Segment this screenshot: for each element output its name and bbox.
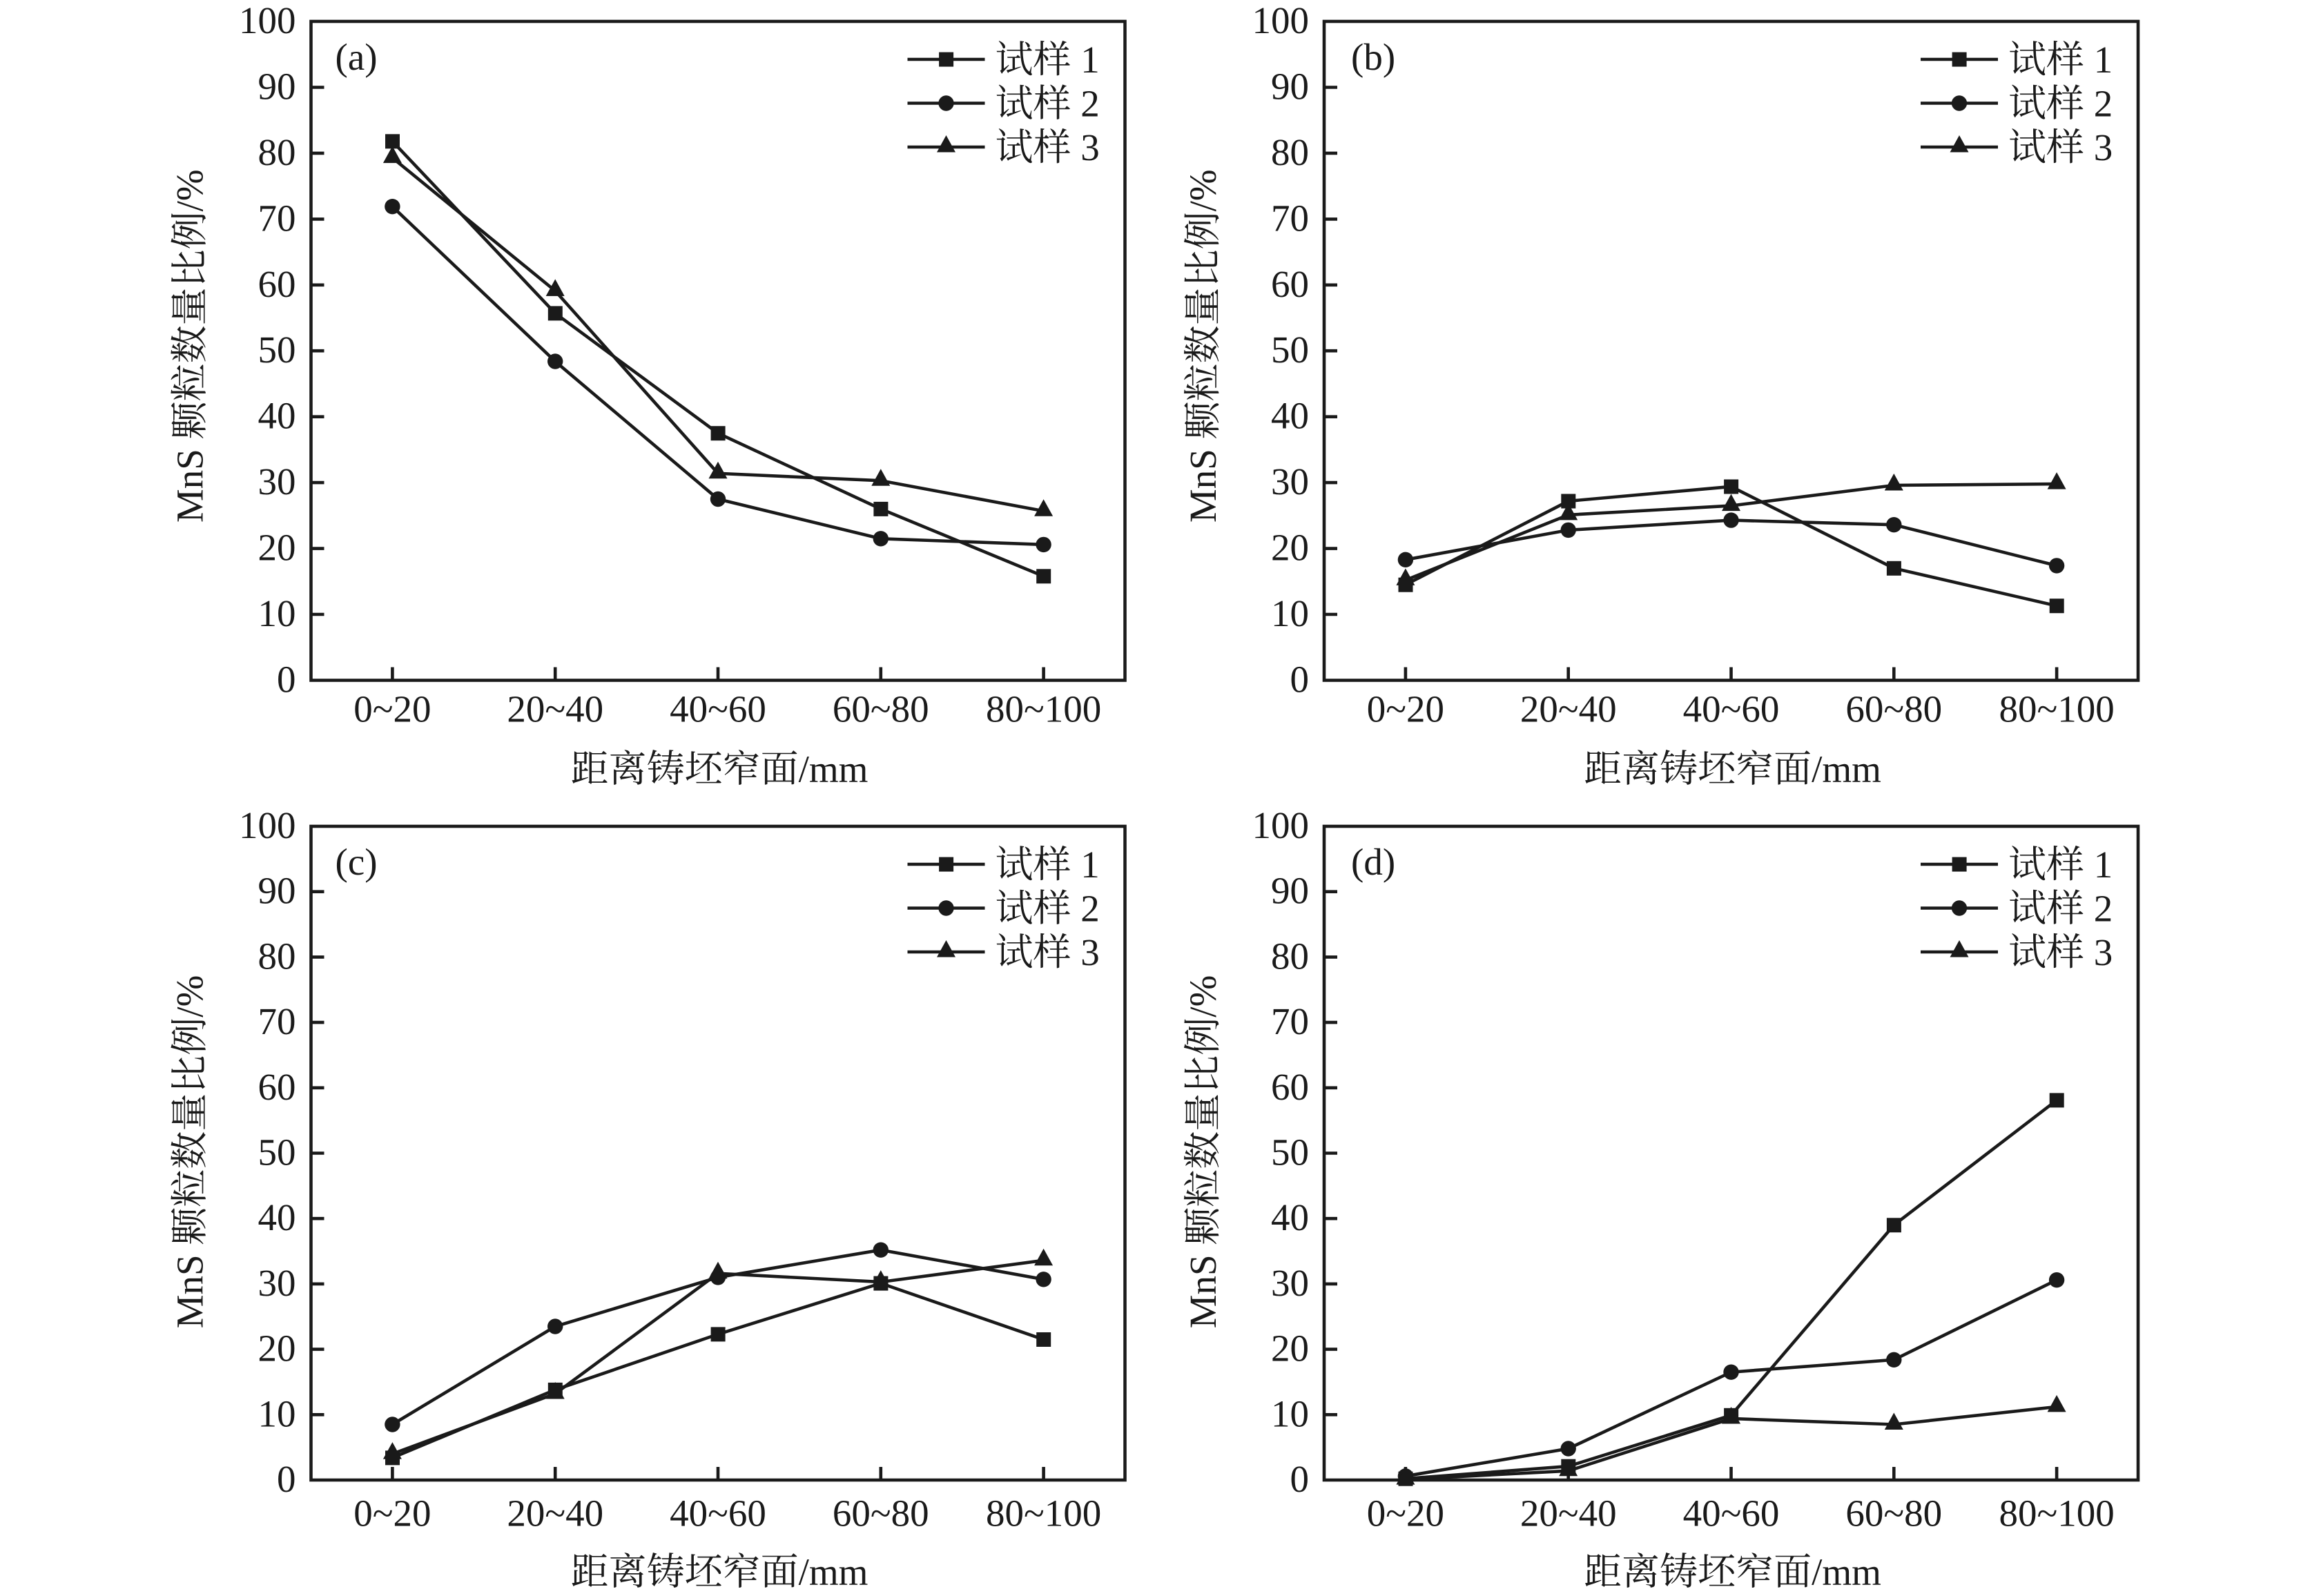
svg-text:60: 60 <box>258 263 296 305</box>
svg-text:80~100: 80~100 <box>1999 1492 2114 1535</box>
svg-text:(d): (d) <box>1351 841 1395 883</box>
svg-text:60: 60 <box>258 1066 296 1108</box>
svg-text:3: 3 <box>2094 931 2113 973</box>
svg-text:3: 3 <box>1080 126 1100 168</box>
svg-text:3: 3 <box>2094 126 2113 168</box>
svg-text:/mm: /mm <box>799 1551 868 1593</box>
svg-text:/mm: /mm <box>1812 1551 1881 1593</box>
svg-text:10: 10 <box>1271 1392 1309 1434</box>
svg-text:1: 1 <box>2094 39 2113 81</box>
svg-text:MnS: MnS <box>1182 1254 1224 1328</box>
svg-text:80~100: 80~100 <box>1999 688 2114 730</box>
svg-text:50: 50 <box>258 1131 296 1174</box>
svg-text:30: 30 <box>1271 460 1309 503</box>
svg-text:MnS: MnS <box>169 449 211 523</box>
svg-text:10: 10 <box>258 592 296 634</box>
svg-text:20~40: 20~40 <box>1520 688 1617 730</box>
svg-text:/mm: /mm <box>799 748 868 790</box>
svg-text:0~20: 0~20 <box>1367 688 1444 730</box>
svg-text:100: 100 <box>239 0 296 41</box>
svg-text:20: 20 <box>1271 527 1309 569</box>
svg-text:(b): (b) <box>1351 36 1395 78</box>
svg-text:90: 90 <box>1271 66 1309 108</box>
svg-text:20~40: 20~40 <box>1520 1492 1617 1535</box>
svg-text:/mm: /mm <box>1812 748 1881 790</box>
svg-text:50: 50 <box>1271 1131 1309 1174</box>
svg-text:2: 2 <box>1080 83 1100 125</box>
svg-text:100: 100 <box>1252 0 1310 41</box>
svg-text:40: 40 <box>1271 1196 1309 1238</box>
svg-text:60~80: 60~80 <box>1845 688 1942 730</box>
svg-text:2: 2 <box>2094 888 2113 930</box>
svg-text:60~80: 60~80 <box>1845 1492 1942 1535</box>
svg-text:90: 90 <box>1271 870 1309 912</box>
svg-text:60~80: 60~80 <box>833 1492 929 1535</box>
svg-text:0: 0 <box>277 659 296 701</box>
svg-text:2: 2 <box>1080 888 1100 930</box>
svg-text:60: 60 <box>1271 263 1309 305</box>
svg-text:40: 40 <box>258 395 296 437</box>
svg-text:/%: /% <box>169 169 211 211</box>
svg-text:50: 50 <box>258 329 296 371</box>
svg-text:2: 2 <box>2094 83 2113 125</box>
svg-text:20~40: 20~40 <box>507 688 603 730</box>
svg-text:30: 30 <box>258 1262 296 1304</box>
svg-text:90: 90 <box>258 66 296 108</box>
svg-text:80: 80 <box>258 131 296 173</box>
svg-text:0: 0 <box>277 1458 296 1500</box>
svg-text:(a): (a) <box>336 36 378 78</box>
svg-text:80~100: 80~100 <box>986 1492 1101 1535</box>
svg-text:10: 10 <box>258 1392 296 1434</box>
svg-text:/%: /% <box>1182 975 1224 1018</box>
svg-text:0~20: 0~20 <box>1367 1492 1444 1535</box>
svg-text:20: 20 <box>258 1327 296 1370</box>
svg-text:40~60: 40~60 <box>1683 1492 1780 1535</box>
svg-text:3: 3 <box>1080 931 1100 973</box>
svg-text:70: 70 <box>258 1000 296 1042</box>
svg-text:MnS: MnS <box>169 1254 211 1328</box>
svg-text:80~100: 80~100 <box>986 688 1101 730</box>
svg-text:70: 70 <box>258 197 296 239</box>
svg-text:10: 10 <box>1271 592 1309 634</box>
svg-text:100: 100 <box>1252 804 1310 846</box>
svg-text:90: 90 <box>258 870 296 912</box>
svg-text:/%: /% <box>1182 169 1224 211</box>
svg-text:60~80: 60~80 <box>833 688 929 730</box>
svg-text:60: 60 <box>1271 1066 1309 1108</box>
svg-text:80: 80 <box>1271 131 1309 173</box>
svg-text:40~60: 40~60 <box>670 1492 766 1535</box>
svg-text:0: 0 <box>1290 659 1310 701</box>
svg-text:80: 80 <box>1271 935 1309 977</box>
svg-text:MnS: MnS <box>1182 449 1224 523</box>
svg-text:20: 20 <box>1271 1327 1309 1370</box>
svg-text:(c): (c) <box>336 841 378 883</box>
svg-text:40: 40 <box>258 1196 296 1238</box>
svg-text:/%: /% <box>169 975 211 1018</box>
svg-text:0: 0 <box>1290 1458 1310 1500</box>
svg-text:80: 80 <box>258 935 296 977</box>
svg-text:20: 20 <box>258 527 296 569</box>
svg-text:1: 1 <box>1080 39 1100 81</box>
svg-text:20~40: 20~40 <box>507 1492 603 1535</box>
svg-text:30: 30 <box>1271 1262 1309 1304</box>
svg-text:100: 100 <box>239 804 296 846</box>
svg-text:40: 40 <box>1271 395 1309 437</box>
svg-text:1: 1 <box>1080 844 1100 886</box>
svg-text:40~60: 40~60 <box>1683 688 1780 730</box>
svg-text:0~20: 0~20 <box>353 688 431 730</box>
svg-text:0~20: 0~20 <box>353 1492 431 1535</box>
svg-text:40~60: 40~60 <box>670 688 766 730</box>
svg-text:70: 70 <box>1271 197 1309 239</box>
svg-text:50: 50 <box>1271 329 1309 371</box>
svg-text:70: 70 <box>1271 1000 1309 1042</box>
svg-text:1: 1 <box>2094 844 2113 886</box>
svg-text:30: 30 <box>258 460 296 503</box>
